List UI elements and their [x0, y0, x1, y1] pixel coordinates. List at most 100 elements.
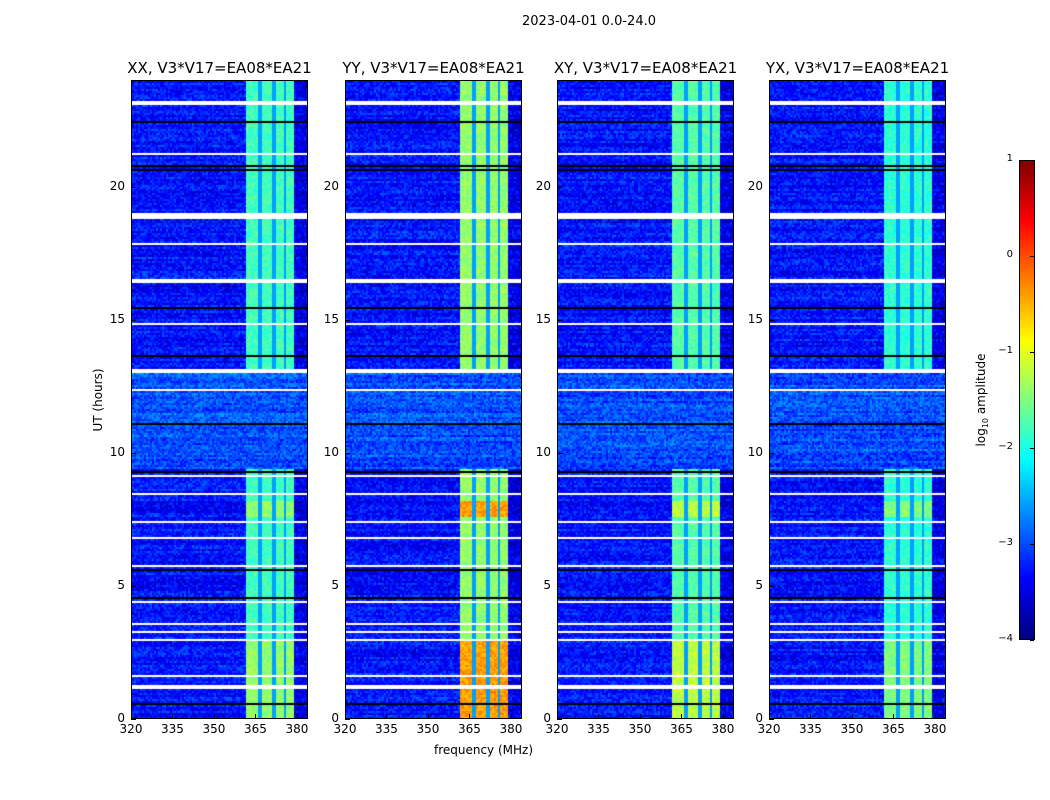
x-tick-label: 320 [119, 722, 143, 736]
spectrogram-image [346, 81, 521, 718]
colorbar-tick-label: 1 [1006, 153, 1013, 164]
colorbar-tick-mark [1030, 640, 1034, 641]
y-tick-mark [131, 452, 136, 454]
y-tick-label: 20 [535, 178, 551, 193]
x-tick-mark [934, 714, 936, 719]
x-tick-mark [345, 714, 346, 719]
x-tick-label: 320 [545, 722, 569, 736]
x-tick-label: 380 [499, 722, 523, 736]
y-tick-mark [131, 319, 136, 321]
colorbar-tick-label: −1 [998, 345, 1013, 356]
colorbar-tick-label: −3 [998, 537, 1013, 548]
x-tick-mark [557, 714, 558, 719]
spectrogram-panel-yx: YX, V3*V17=EA08*EA21 [766, 59, 949, 719]
x-tick-label: 350 [416, 722, 440, 736]
colorbar-label-sub: 10 [981, 417, 991, 429]
colorbar-tick-mark [1030, 544, 1034, 545]
x-tick-label: 335 [161, 722, 184, 736]
x-tick-label: 335 [587, 722, 610, 736]
y-tick-mark [557, 452, 562, 454]
y-tick-label: 10 [747, 444, 763, 459]
colorbar-tick-mark [1030, 448, 1034, 449]
y-tick-mark [345, 186, 350, 188]
spectrogram-panel-yy: YY, V3*V17=EA08*EA21 [342, 59, 525, 719]
y-tick-mark [769, 719, 774, 720]
y-tick-mark [345, 719, 350, 720]
y-tick-label: 20 [323, 178, 339, 193]
x-tick-label: 365 [882, 722, 905, 736]
x-axis-label: frequency (MHz) [433, 743, 534, 757]
y-tick-label: 0 [331, 711, 339, 725]
x-tick-label: 335 [375, 722, 398, 736]
x-tick-mark [427, 714, 429, 719]
y-tick-mark [769, 319, 774, 321]
x-tick-mark [255, 714, 257, 719]
y-tick-label: 20 [109, 178, 125, 193]
y-tick-label: 0 [543, 711, 551, 725]
x-tick-label: 365 [670, 722, 693, 736]
y-tick-mark [345, 452, 350, 454]
panel-title: YX, V3*V17=EA08*EA21 [765, 59, 950, 77]
panel-title: YY, V3*V17=EA08*EA21 [342, 59, 525, 77]
colorbar-tick-label: 0 [1006, 249, 1013, 260]
y-tick-mark [131, 186, 136, 188]
x-tick-mark [131, 714, 132, 719]
y-tick-label: 15 [535, 311, 551, 326]
y-tick-label: 10 [535, 444, 551, 459]
spectrogram-panel-xx: XX, V3*V17=EA08*EA21 [127, 59, 312, 719]
x-tick-mark [213, 714, 215, 719]
x-tick-mark [469, 714, 471, 719]
x-tick-mark [639, 714, 641, 719]
y-tick-label: 15 [323, 311, 339, 326]
y-axis-label: UT (hours) [91, 368, 105, 432]
colorbar-tick-mark [1030, 160, 1034, 161]
x-tick-mark [851, 714, 853, 719]
y-tick-mark [345, 319, 350, 321]
y-tick-label: 0 [117, 711, 125, 725]
panel-title: XY, V3*V17=EA08*EA21 [553, 59, 738, 77]
x-tick-mark [386, 714, 388, 719]
x-tick-mark [172, 714, 174, 719]
x-tick-label: 365 [458, 722, 481, 736]
y-tick-mark [769, 585, 774, 587]
y-tick-label: 5 [543, 577, 551, 592]
y-tick-label: 20 [747, 178, 763, 193]
y-tick-label: 10 [323, 444, 339, 459]
y-tick-label: 0 [755, 711, 763, 725]
x-tick-mark [296, 714, 298, 719]
spectrogram-image [132, 81, 307, 718]
x-tick-label: 320 [757, 722, 781, 736]
colorbar-tick-mark [1030, 352, 1034, 353]
x-tick-mark [769, 714, 770, 719]
colorbar-gradient [1020, 161, 1034, 639]
x-tick-label: 350 [202, 722, 226, 736]
y-tick-mark [769, 452, 774, 454]
x-tick-label: 380 [923, 722, 947, 736]
y-tick-mark [131, 585, 136, 587]
y-tick-mark [769, 186, 774, 188]
y-tick-label: 5 [755, 577, 763, 592]
x-tick-mark [598, 714, 600, 719]
y-tick-mark [557, 319, 562, 321]
y-tick-mark [131, 719, 136, 720]
spectrogram-image [558, 81, 733, 718]
x-tick-label: 350 [840, 722, 864, 736]
panel-title: XX, V3*V17=EA08*EA21 [127, 59, 312, 77]
x-tick-mark [810, 714, 812, 719]
y-tick-label: 5 [331, 577, 339, 592]
colorbar-tick-label: −4 [998, 633, 1013, 644]
y-tick-mark [345, 585, 350, 587]
y-tick-label: 15 [747, 311, 763, 326]
y-tick-label: 15 [109, 311, 125, 326]
colorbar-label-suffix: amplitude [973, 353, 988, 418]
y-tick-mark [557, 585, 562, 587]
y-tick-label: 10 [109, 444, 125, 459]
colorbar-label: log10 amplitude [974, 354, 990, 447]
colorbar-tick-mark [1030, 256, 1034, 257]
x-tick-label: 380 [285, 722, 309, 736]
spectrogram-image [770, 81, 945, 718]
x-tick-label: 380 [711, 722, 735, 736]
x-tick-label: 320 [333, 722, 357, 736]
x-tick-label: 335 [799, 722, 822, 736]
colorbar [1019, 160, 1035, 640]
